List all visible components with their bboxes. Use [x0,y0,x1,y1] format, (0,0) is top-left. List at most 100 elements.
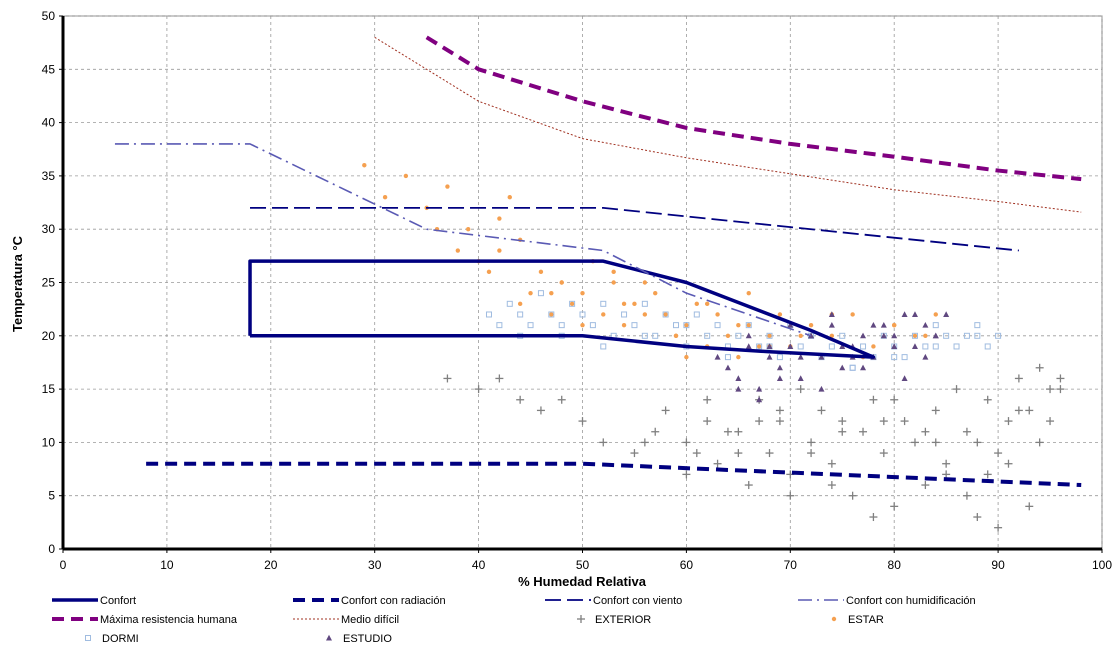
point-estar [466,227,471,232]
point-estar [632,301,637,307]
legend: Confort Confort con radiación Confort con … [52,595,976,645]
point-estar [549,290,554,296]
point-exterior [651,427,660,436]
point-estudio [839,364,846,371]
point-estar [850,312,855,317]
point-exterior [942,470,951,479]
point-exterior [942,459,951,468]
point-exterior [890,502,899,511]
point-estudio [880,332,887,339]
point-estudio [756,396,763,403]
point-estar [497,248,502,253]
point-estar [912,333,918,338]
x-tick-label: 80 [888,558,902,572]
point-dormi [891,354,898,361]
point-estudio [714,353,721,360]
point-exterior [682,470,691,479]
point-estudio [766,353,773,360]
chart-marks [114,35,1082,532]
point-exterior [1014,406,1023,415]
y-tick-label: 30 [42,222,56,236]
point-dormi [527,322,534,329]
point-exterior [474,385,483,394]
legend-swatch [85,635,91,641]
point-dormi [631,322,638,329]
point-estudio [787,343,794,349]
point-estar [798,333,803,338]
legend-item-estudio: ESTUDIO [326,633,392,645]
point-estar [611,269,616,275]
point-exterior [994,449,1003,458]
point-dormi [641,300,648,307]
point-exterior [703,417,712,426]
point-estar [517,301,523,307]
point-exterior [495,374,504,383]
point-estar [663,312,668,317]
point-estar [621,322,627,328]
point-estudio [880,321,887,328]
point-estar [569,301,575,307]
legend-item-confort-con-radiaci-n: Confort con radiación [293,595,446,607]
point-estar [746,290,751,296]
point-estar [871,344,876,349]
point-estar [497,216,502,221]
point-dormi [558,322,565,329]
x-tick-label: 70 [784,558,798,572]
point-exterior [973,513,982,522]
point-dormi [537,290,544,297]
legend-label: Confort [100,595,136,607]
point-dormi [662,311,669,318]
point-exterior [807,449,816,458]
point-estudio [932,332,939,339]
point-exterior [516,395,525,404]
x-tick-label: 50 [576,558,590,572]
point-estar [704,301,710,307]
axes [59,15,1103,553]
point-exterior [775,417,784,426]
point-exterior [869,395,878,404]
point-exterior [879,417,888,426]
x-tick-label: 10 [160,558,174,572]
point-estudio [828,311,835,317]
point-dormi [974,322,981,329]
point-exterior [848,491,857,500]
point-estudio [860,332,867,339]
point-estar [507,195,512,200]
series-line-confort-con-humidificaci-n [114,143,812,337]
point-dormi [766,332,773,339]
legend-item-medio-dif-cil: Medio difícil [293,614,399,626]
series-line-medio-dif-cil [374,36,1082,213]
point-dormi [641,332,648,339]
point-exterior [890,395,899,404]
point-exterior [838,417,847,426]
point-dormi [963,332,970,339]
point-exterior [692,449,701,458]
point-dormi [860,343,867,350]
point-exterior [962,491,971,500]
point-exterior [765,449,774,458]
series-line-confort-con-radiaci-n [146,461,1082,488]
point-exterior [1004,459,1013,468]
y-axis-title: Temperatura °C [10,235,25,332]
y-tick-label: 40 [42,116,56,130]
point-estudio [922,321,929,328]
point-dormi [496,322,503,329]
point-dormi [600,300,607,307]
series-estudio [714,311,950,403]
point-exterior [1025,502,1034,511]
point-estudio [766,343,773,349]
point-estar [808,322,814,328]
y-tick-label: 10 [42,435,56,449]
point-estar [673,333,679,338]
point-exterior [703,395,712,404]
legend-label: Confort con humidificación [846,595,976,607]
point-dormi [901,354,908,361]
point-estar [362,163,367,168]
point-exterior [630,449,639,458]
point-exterior [1046,385,1055,394]
tick-labels: 0 10 20 30 40 50 60 70 80 90 100 0 5 10 15 20 25 30 35 40 45… [42,9,1113,572]
point-estar [923,333,928,338]
point-exterior [1046,417,1055,426]
point-exterior [775,406,784,415]
point-estar [580,290,585,296]
